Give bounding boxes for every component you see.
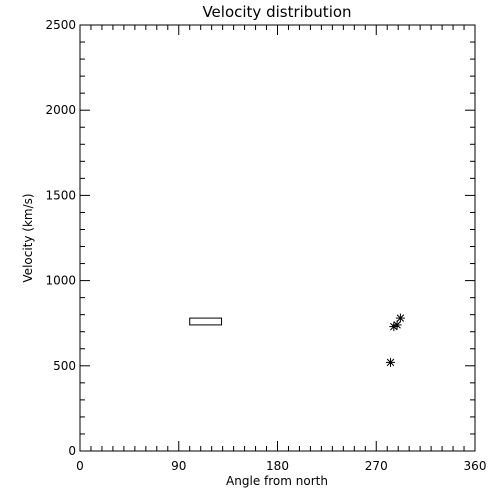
y-tick-label: 2000 bbox=[45, 103, 76, 117]
y-axis-label: Velocity (km/s) bbox=[21, 193, 35, 282]
y-tick-label: 1000 bbox=[45, 274, 76, 288]
y-tick-label: 500 bbox=[53, 359, 76, 373]
annotation-rectangle bbox=[189, 317, 223, 326]
data-point bbox=[395, 313, 405, 323]
y-tick-label: 1500 bbox=[45, 188, 76, 202]
x-tick-label: 90 bbox=[171, 459, 186, 473]
data-point bbox=[389, 322, 399, 332]
axis-tick-labels: 0 90 180 270 360 0 500 1000 1500 2000 2500 bbox=[45, 18, 486, 473]
annotations bbox=[189, 317, 223, 326]
y-tick-label: 0 bbox=[68, 444, 76, 458]
plot-frame bbox=[79, 24, 476, 452]
x-axis-label: Angle from north bbox=[226, 474, 328, 488]
x-tick-label: 270 bbox=[365, 459, 388, 473]
axis-ticks bbox=[79, 24, 476, 452]
x-tick-label: 180 bbox=[266, 459, 289, 473]
data-points bbox=[386, 313, 405, 367]
x-tick-label: 360 bbox=[464, 459, 487, 473]
chart-title: Velocity distribution bbox=[202, 3, 351, 21]
x-tick-label: 0 bbox=[76, 459, 84, 473]
data-point bbox=[386, 357, 396, 367]
y-tick-label: 2500 bbox=[45, 18, 76, 32]
